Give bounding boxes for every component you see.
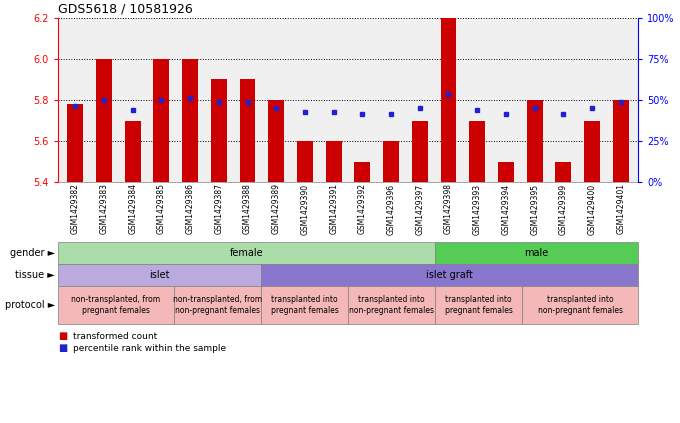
Bar: [469, 121, 485, 182]
Bar: [383, 141, 399, 182]
Text: non-transplanted, from
non-pregnant females: non-transplanted, from non-pregnant fema…: [173, 295, 262, 315]
Bar: [154, 59, 169, 182]
Bar: [613, 100, 629, 182]
Text: male: male: [524, 248, 549, 258]
Bar: [326, 141, 341, 182]
Bar: [527, 100, 543, 182]
Bar: [297, 141, 313, 182]
Bar: [67, 104, 83, 182]
Text: percentile rank within the sample: percentile rank within the sample: [73, 343, 226, 352]
Bar: [96, 59, 112, 182]
Text: ■: ■: [58, 331, 67, 341]
Bar: [412, 121, 428, 182]
Bar: [269, 100, 284, 182]
Text: tissue ►: tissue ►: [15, 270, 55, 280]
Text: gender ►: gender ►: [10, 248, 55, 258]
Bar: [211, 80, 226, 182]
Bar: [441, 18, 456, 182]
Bar: [498, 162, 514, 182]
Text: transplanted into
pregnant females: transplanted into pregnant females: [271, 295, 339, 315]
Bar: [182, 59, 198, 182]
Text: ■: ■: [58, 343, 67, 353]
Text: islet: islet: [149, 270, 170, 280]
Text: GDS5618 / 10581926: GDS5618 / 10581926: [58, 2, 192, 15]
Text: islet graft: islet graft: [426, 270, 473, 280]
Text: transplanted into
non-pregnant females: transplanted into non-pregnant females: [537, 295, 622, 315]
Text: transplanted into
non-pregnant females: transplanted into non-pregnant females: [349, 295, 434, 315]
Bar: [239, 80, 256, 182]
Bar: [354, 162, 370, 182]
Text: transplanted into
pregnant females: transplanted into pregnant females: [445, 295, 513, 315]
Text: non-transplanted, from
pregnant females: non-transplanted, from pregnant females: [71, 295, 160, 315]
Bar: [124, 121, 141, 182]
Bar: [556, 162, 571, 182]
Bar: [584, 121, 600, 182]
Text: female: female: [230, 248, 263, 258]
Text: protocol ►: protocol ►: [5, 300, 55, 310]
Text: transformed count: transformed count: [73, 332, 157, 341]
